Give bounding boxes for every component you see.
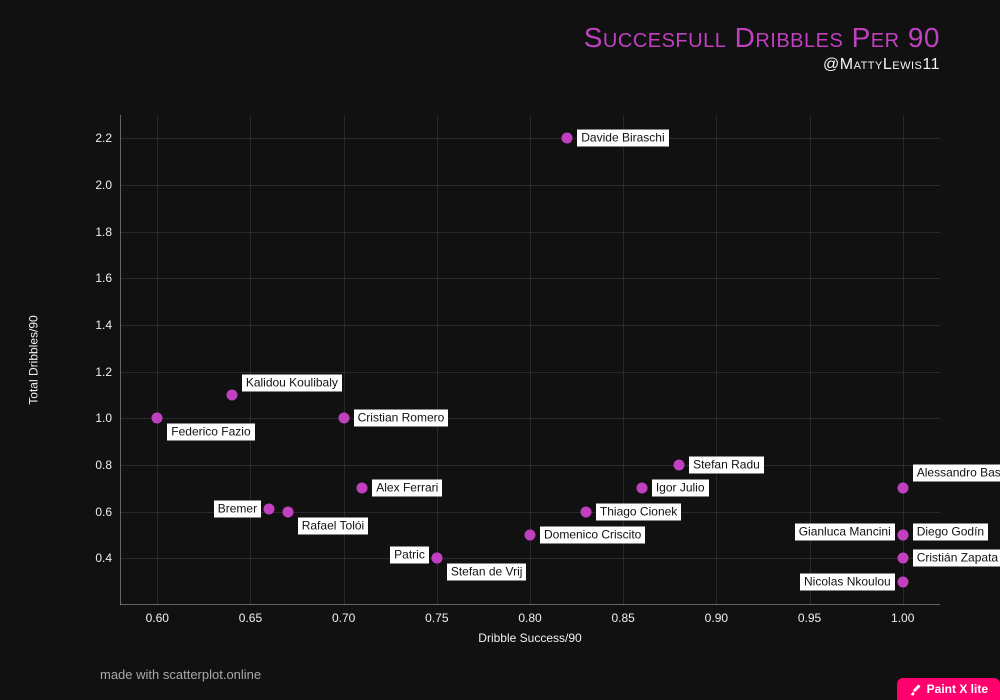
grid-line-h [120,372,940,373]
data-point[interactable] [525,530,536,541]
x-tick-label: 0.90 [705,611,728,625]
paintx-badge[interactable]: Paint X lite [897,678,1000,700]
y-tick-label: 2.0 [95,178,112,192]
x-axis-label: Dribble Success/90 [478,631,581,645]
data-point-label: Domenico Criscito [540,527,645,544]
y-axis-label: Total Dribbles/90 [26,315,40,404]
data-point[interactable] [152,413,163,424]
y-tick-label: 1.6 [95,271,112,285]
badge-text: Paint X lite [927,682,988,696]
grid-line-h [120,185,940,186]
data-point-label: Thiago Cionek [596,503,681,520]
data-point[interactable] [562,133,573,144]
data-point-label: Nicolas Nkoulou [800,573,895,590]
grid-line-v [250,115,251,605]
grid-line-h [120,418,940,419]
grid-line-v [437,115,438,605]
y-tick-label: 0.4 [95,551,112,565]
x-tick-label: 0.60 [146,611,169,625]
x-tick-label: 0.80 [518,611,541,625]
y-tick-label: 0.6 [95,505,112,519]
x-tick-label: 0.75 [425,611,448,625]
data-point[interactable] [357,483,368,494]
grid-line-h [120,232,940,233]
chart-title: Succesfull Dribbles Per 90 [584,22,940,54]
x-tick-label: 0.95 [798,611,821,625]
y-tick-label: 2.2 [95,131,112,145]
grid-line-h [120,465,940,466]
x-tick-label: 0.85 [611,611,634,625]
y-tick-label: 1.4 [95,318,112,332]
data-point[interactable] [674,460,685,471]
data-point-label: Gianluca Mancini [795,524,895,541]
data-point-label: Cristian Romero [354,410,449,427]
data-point-label: Diego Godín [913,524,988,541]
data-point[interactable] [897,530,908,541]
grid-line-h [120,278,940,279]
data-point[interactable] [282,506,293,517]
grid-line-h [120,138,940,139]
y-tick-label: 1.0 [95,411,112,425]
data-point-label: Alex Ferrari [372,480,442,497]
data-point-label: Davide Biraschi [577,130,668,147]
grid-line-v [716,115,717,605]
x-tick-label: 0.70 [332,611,355,625]
data-point-label: Bremer [214,501,261,518]
data-point[interactable] [226,390,237,401]
y-tick-label: 1.8 [95,225,112,239]
x-tick-label: 0.65 [239,611,262,625]
brush-icon [909,683,922,696]
scatter-plot: Dribble Success/90 Total Dribbles/90 0.6… [120,115,940,605]
data-point-label: Stefan de Vrij [447,564,527,581]
data-point[interactable] [897,576,908,587]
y-tick-label: 1.2 [95,365,112,379]
data-point[interactable] [338,413,349,424]
grid-line-h [120,325,940,326]
data-point-label: Stefan Radu [689,457,764,474]
data-point-label: Igor Julio [652,480,709,497]
data-point-label: Rafael Tolói [298,517,368,534]
data-point[interactable] [897,553,908,564]
y-axis [120,115,121,605]
data-point[interactable] [431,553,442,564]
grid-line-v [157,115,158,605]
data-point[interactable] [264,504,275,515]
y-tick-label: 0.8 [95,458,112,472]
data-point[interactable] [580,506,591,517]
x-tick-label: 1.00 [891,611,914,625]
data-point[interactable] [636,483,647,494]
data-point-label: Alessandro Bastoni [913,465,1000,482]
grid-line-h [120,558,940,559]
chart-title-block: Succesfull Dribbles Per 90 @MattyLewis11 [584,22,940,74]
data-point-label: Federico Fazio [167,424,254,441]
data-point-label: Cristián Zapata [913,550,1000,567]
data-point-label: Patric [390,547,429,564]
credit-text: made with scatterplot.online [100,667,261,682]
chart-subtitle: @MattyLewis11 [584,56,940,74]
data-point[interactable] [897,483,908,494]
data-point-label: Kalidou Koulibaly [242,375,342,392]
